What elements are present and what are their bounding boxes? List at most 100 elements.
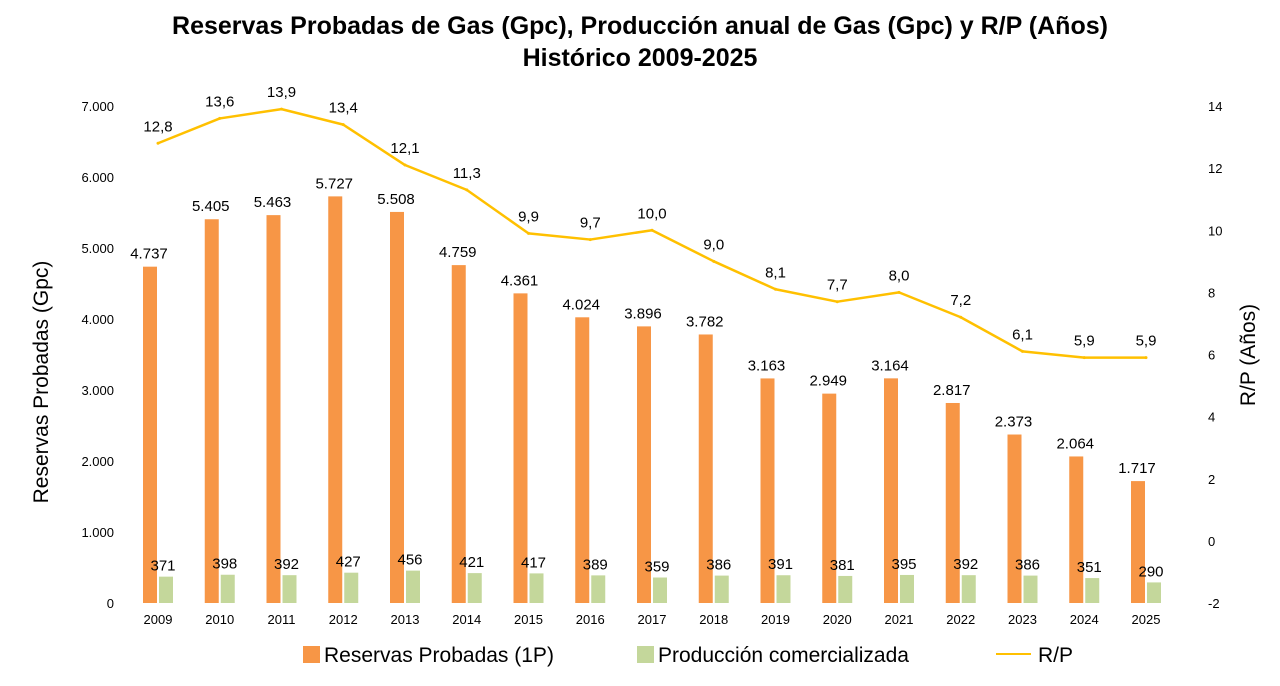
data-label-rp: 9,0 bbox=[703, 236, 724, 253]
x-tick-label: 2012 bbox=[329, 612, 358, 627]
y2-axis-ticks: -2 0 2 4 6 8 10 12 14 bbox=[1208, 99, 1222, 611]
x-tick-label: 2020 bbox=[823, 612, 852, 627]
data-label-reservas: 3.782 bbox=[686, 313, 724, 330]
x-tick-label: 2019 bbox=[761, 612, 790, 627]
bar-produccion bbox=[1023, 575, 1038, 603]
bar-produccion bbox=[838, 575, 853, 603]
data-label-rp: 13,9 bbox=[267, 84, 296, 101]
bar-reservas bbox=[575, 317, 590, 603]
data-label-produccion: 417 bbox=[521, 554, 546, 571]
data-label-reservas: 4.361 bbox=[501, 272, 539, 289]
bar-produccion bbox=[900, 574, 914, 603]
y-tick-label: 0 bbox=[107, 596, 114, 611]
data-label-rp: 5,9 bbox=[1136, 333, 1157, 350]
data-label-reservas: 3.163 bbox=[748, 357, 786, 374]
data-label-produccion: 359 bbox=[644, 559, 669, 576]
y-tick-label: 5.000 bbox=[81, 241, 114, 256]
data-label-rp: 7,7 bbox=[827, 277, 848, 294]
data-label-reservas: 4.737 bbox=[130, 246, 168, 263]
bar-produccion bbox=[591, 575, 606, 603]
data-label-reservas: 3.896 bbox=[624, 305, 662, 322]
rp-point bbox=[959, 315, 963, 319]
bar-produccion bbox=[776, 575, 791, 603]
bar-reservas bbox=[1069, 456, 1084, 603]
y-tick-label: 6.000 bbox=[81, 170, 114, 185]
data-label-produccion: 389 bbox=[583, 556, 608, 573]
x-tick-label: 2021 bbox=[885, 612, 914, 627]
data-label-reservas: 2.373 bbox=[995, 414, 1033, 431]
data-label-rp: 13,6 bbox=[205, 93, 234, 110]
chart-title-line1: Reservas Probadas de Gas (Gpc), Producci… bbox=[172, 12, 1108, 40]
y2-tick-label: 10 bbox=[1208, 223, 1222, 238]
x-tick-label: 2009 bbox=[144, 612, 173, 627]
bar-produccion bbox=[344, 572, 359, 603]
legend-label-produccion: Producción comercializada bbox=[658, 644, 909, 667]
bar-reservas bbox=[760, 378, 775, 603]
y-axis-title: Reservas Probadas (Gpc) bbox=[30, 261, 53, 504]
data-label-reservas: 1.717 bbox=[1118, 460, 1156, 477]
y-tick-label: 1.000 bbox=[81, 525, 114, 540]
rp-point bbox=[403, 163, 407, 167]
rp-point bbox=[774, 287, 777, 291]
rp-point bbox=[527, 231, 530, 235]
bar-reservas bbox=[698, 334, 713, 603]
data-label-rp: 8,0 bbox=[889, 267, 910, 284]
data-label-rp: 10,0 bbox=[637, 205, 666, 222]
rp-point bbox=[1144, 356, 1148, 360]
y2-tick-label: 2 bbox=[1208, 472, 1215, 487]
bar-produccion bbox=[529, 573, 544, 603]
bar-reservas bbox=[266, 215, 281, 603]
data-label-rp: 13,4 bbox=[329, 100, 358, 117]
data-label-rp: 12,1 bbox=[390, 140, 419, 157]
y2-tick-label: 6 bbox=[1208, 348, 1215, 363]
bar-reservas bbox=[945, 402, 960, 603]
bar-reservas bbox=[328, 196, 343, 603]
data-label-rp: 9,9 bbox=[518, 208, 539, 225]
bar-produccion bbox=[1085, 578, 1100, 603]
data-label-reservas: 5.508 bbox=[377, 191, 415, 208]
bars bbox=[143, 196, 1161, 603]
bar-reservas bbox=[1007, 434, 1022, 603]
y-tick-label: 2.000 bbox=[81, 454, 114, 469]
x-tick-label: 2011 bbox=[268, 612, 296, 627]
data-label-rp: 5,9 bbox=[1074, 333, 1095, 350]
bar-reservas bbox=[204, 219, 219, 603]
y-tick-label: 3.000 bbox=[81, 383, 114, 398]
rp-point bbox=[465, 188, 469, 192]
data-label-rp: 6,1 bbox=[1012, 326, 1033, 343]
data-label-produccion: 392 bbox=[274, 556, 299, 573]
data-label-reservas: 3.164 bbox=[871, 357, 909, 374]
bar-reservas bbox=[143, 266, 157, 603]
rp-point bbox=[897, 290, 901, 294]
x-tick-label: 2013 bbox=[391, 612, 420, 627]
rp-point bbox=[218, 116, 222, 120]
legend-label-reservas: Reservas Probadas (1P) bbox=[324, 644, 554, 667]
data-label-reservas: 2.949 bbox=[809, 373, 847, 390]
chart-title-line2: Histórico 2009-2025 bbox=[523, 44, 758, 72]
y2-tick-label: -2 bbox=[1208, 596, 1220, 611]
data-labels: 4.737 371 5.405 398 5.463 392 5.727 427 5.508 456… bbox=[130, 84, 1163, 580]
bar-reservas bbox=[884, 378, 898, 603]
data-label-produccion: 381 bbox=[830, 557, 855, 574]
y2-tick-label: 0 bbox=[1208, 534, 1215, 549]
bar-produccion bbox=[467, 573, 482, 603]
legend-label-rp: R/P bbox=[1038, 644, 1073, 667]
data-label-rp: 8,1 bbox=[765, 264, 786, 281]
data-label-reservas: 4.759 bbox=[439, 244, 477, 261]
bar-reservas bbox=[451, 265, 466, 603]
rp-point bbox=[280, 107, 283, 111]
data-label-produccion: 386 bbox=[1015, 557, 1040, 574]
bar-reservas bbox=[1131, 481, 1145, 603]
data-label-reservas: 5.405 bbox=[192, 198, 230, 215]
data-label-rp: 7,2 bbox=[950, 292, 971, 309]
x-tick-label: 2017 bbox=[638, 612, 667, 627]
data-label-produccion: 427 bbox=[336, 554, 361, 571]
bar-reservas bbox=[390, 211, 404, 603]
y-tick-label: 7.000 bbox=[81, 99, 114, 114]
data-label-produccion: 395 bbox=[891, 556, 916, 573]
x-tick-label: 2024 bbox=[1070, 612, 1099, 627]
data-label-produccion: 456 bbox=[397, 552, 422, 569]
y-axis-ticks: 0 1.000 2.000 3.000 4.000 5.000 6.000 7.000 bbox=[81, 99, 114, 611]
x-tick-label: 2025 bbox=[1132, 612, 1161, 627]
